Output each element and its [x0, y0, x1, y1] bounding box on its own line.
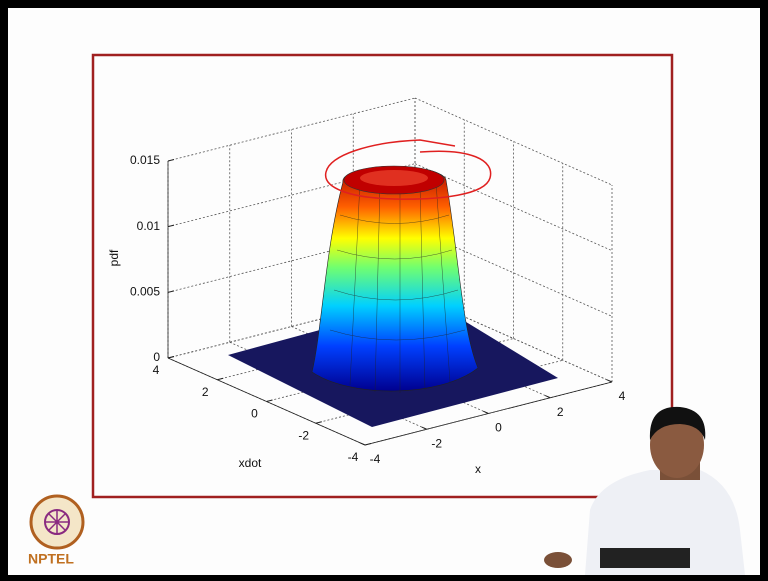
z-tick-label: 0.005: [130, 285, 160, 299]
x-tick-label: -4: [370, 452, 381, 466]
x-tick-label: 0: [495, 421, 502, 435]
z-tick-label: 0.015: [130, 153, 160, 167]
x-tick-label: 2: [557, 405, 564, 419]
y-tick-label: 2: [202, 385, 209, 399]
z-axis-label: pdf: [107, 249, 121, 266]
z-tick-label: 0: [153, 350, 160, 364]
y-tick-label: -2: [298, 428, 309, 442]
y-tick-label: 0: [251, 407, 258, 421]
y-axis-label: xdot: [239, 456, 262, 470]
x-tick-label: 4: [619, 389, 626, 403]
laptop: [600, 548, 690, 568]
x-axis-label: x: [475, 462, 481, 476]
logo-text: NPTEL: [28, 551, 74, 567]
y-tick-label: -4: [348, 450, 359, 464]
x-tick-label: -2: [431, 436, 442, 450]
y-tick-label: 4: [153, 363, 160, 377]
z-tick-label: 0.01: [137, 219, 161, 233]
surface-crater: [360, 170, 428, 186]
hand: [544, 552, 572, 568]
screen: 0 0.005 0.01 0.015 -4 -2 0 2 4 -4 -2 0 2 4 pdf xdot x NP…: [0, 0, 768, 581]
